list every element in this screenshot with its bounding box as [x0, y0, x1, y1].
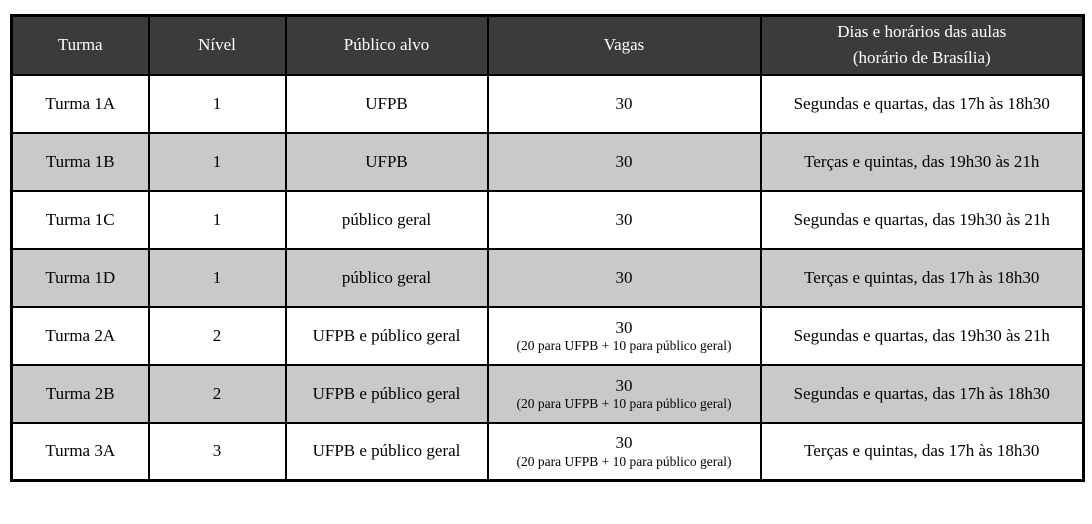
cell-vagas: 30 (20 para UFPB + 10 para público geral… — [486, 305, 762, 366]
table-row: Turma 2A 2 UFPB e público geral 30 (20 p… — [10, 305, 1085, 366]
cell-publico-alvo: UFPB e público geral — [284, 421, 489, 482]
cell-nivel: 1 — [147, 131, 287, 192]
cell-turma: Turma 1B — [10, 131, 150, 192]
cell-vagas: 30 — [486, 73, 762, 134]
table-row: Turma 3A 3 UFPB e público geral 30 (20 p… — [10, 421, 1085, 482]
cell-vagas: 30 (20 para UFPB + 10 para público geral… — [486, 363, 762, 424]
vagas-total: 30 — [615, 268, 633, 288]
cell-publico-alvo: UFPB e público geral — [284, 305, 489, 366]
cell-vagas: 30 — [486, 247, 762, 308]
table-row: Turma 1B 1 UFPB 30 Terças e quintas, das… — [10, 131, 1085, 192]
table-row-highlighted: Turma 2B 2 UFPB e público geral 30 (20 p… — [10, 363, 1085, 424]
header-cell-nivel: Nível — [147, 14, 287, 76]
cell-dias: Terças e quintas, das 17h às 18h30 — [759, 421, 1085, 482]
table-row: Turma 1D 1 público geral 30 Terças e qui… — [10, 247, 1085, 308]
cell-turma: Turma 1D — [10, 247, 150, 308]
cell-dias: Terças e quintas, das 19h30 às 21h — [759, 131, 1085, 192]
header-cell-dias: Dias e horários das aulas (horário de Br… — [759, 14, 1085, 76]
cell-publico-alvo: UFPB — [284, 131, 489, 192]
cell-dias: Terças e quintas, das 17h às 18h30 — [759, 247, 1085, 308]
class-schedule-table: Turma Nível Público alvo Vagas Dias e ho… — [10, 14, 1085, 483]
cell-vagas: 30 (20 para UFPB + 10 para público geral… — [486, 421, 762, 482]
cell-nivel: 3 — [147, 421, 287, 482]
cell-dias: Segundas e quartas, das 19h30 às 21h — [759, 189, 1085, 250]
header-cell-publico-alvo: Público alvo — [284, 14, 489, 76]
cell-dias: Segundas e quartas, das 19h30 às 21h — [759, 305, 1085, 366]
cell-nivel: 1 — [147, 73, 287, 134]
vagas-total: 30 — [615, 375, 633, 395]
cell-turma: Turma 1A — [10, 73, 150, 134]
vagas-total: 30 — [615, 152, 633, 172]
cell-publico-alvo: UFPB — [284, 73, 489, 134]
header-row: Turma Nível Público alvo Vagas Dias e ho… — [10, 14, 1085, 76]
cell-dias: Segundas e quartas, das 17h às 18h30 — [759, 363, 1085, 424]
vagas-detail: (20 para UFPB + 10 para público geral) — [516, 453, 732, 469]
table-row: Turma 1A 1 UFPB 30 Segundas e quartas, d… — [10, 73, 1085, 134]
cell-nivel: 2 — [147, 305, 287, 366]
cell-vagas: 30 — [486, 189, 762, 250]
vagas-total: 30 — [615, 433, 633, 453]
cell-nivel: 1 — [147, 189, 287, 250]
header-cell-vagas: Vagas — [486, 14, 762, 76]
cell-turma: Turma 2B — [10, 363, 150, 424]
cell-vagas: 30 — [486, 131, 762, 192]
vagas-total: 30 — [615, 317, 633, 337]
cell-nivel: 1 — [147, 247, 287, 308]
cell-publico-alvo: público geral — [284, 189, 489, 250]
header-cell-turma: Turma — [10, 14, 150, 76]
vagas-detail: (20 para UFPB + 10 para público geral) — [516, 337, 732, 353]
cell-dias: Segundas e quartas, das 17h às 18h30 — [759, 73, 1085, 134]
vagas-total: 30 — [615, 210, 633, 230]
cell-publico-alvo: UFPB e público geral — [284, 363, 489, 424]
vagas-detail: (20 para UFPB + 10 para público geral) — [516, 395, 732, 411]
table-row: Turma 1C 1 público geral 30 Segundas e q… — [10, 189, 1085, 250]
header-dias-line2: (horário de Brasília) — [852, 48, 991, 68]
cell-publico-alvo: público geral — [284, 247, 489, 308]
header-dias-line1: Dias e horários das aulas — [837, 22, 1007, 41]
vagas-total: 30 — [615, 94, 633, 114]
cell-turma: Turma 2A — [10, 305, 150, 366]
cell-turma: Turma 1C — [10, 189, 150, 250]
cell-nivel: 2 — [147, 363, 287, 424]
cell-turma: Turma 3A — [10, 421, 150, 482]
